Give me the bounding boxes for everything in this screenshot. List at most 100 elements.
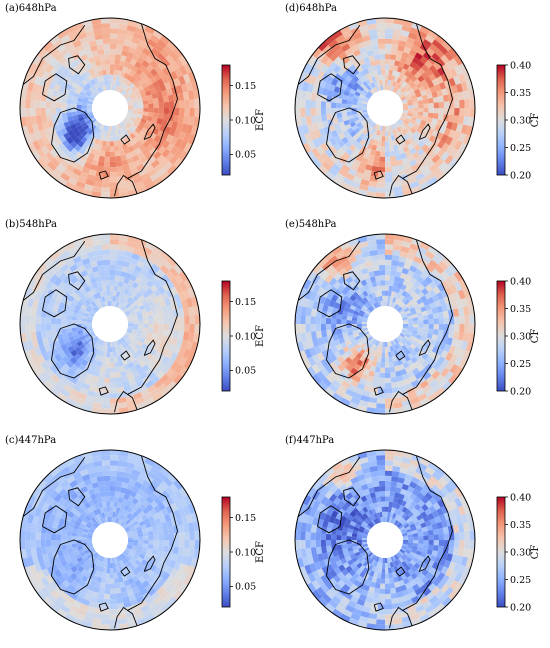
grid-cell	[132, 136, 140, 144]
grid-cell	[325, 48, 336, 59]
grid-cell	[431, 523, 438, 530]
grid-cell	[409, 180, 420, 189]
grid-cell	[153, 102, 159, 109]
grid-cell	[309, 75, 317, 85]
grid-cell	[182, 91, 190, 101]
grid-cell	[371, 65, 378, 72]
grid-cell	[129, 41, 139, 50]
grid-cell	[161, 58, 171, 68]
grid-cell	[178, 487, 189, 498]
grid-cell	[65, 125, 73, 133]
coastline	[127, 24, 178, 179]
grid-cell	[43, 295, 52, 305]
grid-cell	[134, 243, 145, 252]
grid-cell	[111, 125, 115, 132]
grid-cell	[359, 333, 365, 339]
grid-cell	[146, 280, 155, 288]
grid-cell	[454, 100, 460, 109]
grid-cell	[416, 330, 423, 336]
grid-cell	[103, 593, 110, 600]
grid-cell	[95, 82, 101, 88]
grid-cell	[57, 29, 68, 40]
grid-cell	[384, 171, 393, 178]
grid-cell	[384, 372, 391, 379]
grid-cell	[150, 500, 158, 509]
grid-cell	[337, 571, 345, 580]
grid-cell	[46, 260, 57, 271]
grid-cell	[63, 337, 71, 344]
grid-cell	[162, 67, 171, 76]
grid-cell	[366, 341, 372, 347]
grid-cell	[88, 339, 95, 346]
grid-cell	[127, 327, 133, 332]
map-boundary	[294, 17, 476, 199]
grid-cell	[43, 164, 54, 175]
grid-cell	[66, 136, 74, 145]
grid-cell	[100, 301, 105, 308]
grid-cell	[412, 533, 419, 538]
grid-cell	[85, 51, 94, 59]
grid-cell	[98, 502, 104, 509]
grid-cell	[53, 599, 64, 609]
grid-cell	[117, 129, 122, 135]
grid-cell	[75, 595, 84, 604]
grid-cell	[176, 84, 183, 94]
grid-cell	[40, 323, 47, 332]
grid-cell	[137, 326, 144, 332]
grid-cell	[363, 385, 372, 392]
grid-cell	[77, 140, 85, 148]
grid-cell	[397, 306, 403, 312]
grid-cell	[391, 476, 399, 483]
grid-cell	[158, 540, 164, 546]
grid-cell	[369, 521, 375, 527]
grid-cell	[94, 121, 100, 127]
grid-cell	[390, 481, 398, 488]
grid-cell	[399, 467, 409, 475]
grid-cell	[409, 343, 417, 350]
grid-cell	[87, 135, 94, 142]
grid-cell	[459, 99, 465, 109]
grid-cell	[399, 94, 406, 100]
grid-cell	[328, 493, 338, 503]
grid-cell	[378, 480, 386, 487]
grid-cell	[354, 119, 361, 125]
grid-cell	[360, 157, 369, 165]
grid-cell	[154, 555, 162, 563]
colorbar	[496, 64, 506, 176]
grid-cell	[413, 121, 421, 128]
grid-cell	[51, 291, 59, 300]
grid-cell	[32, 486, 42, 498]
grid-cell	[143, 339, 150, 346]
grid-cell	[172, 114, 180, 123]
grid-cell	[104, 583, 110, 589]
grid-cell	[324, 57, 334, 68]
grid-cell	[464, 315, 470, 325]
grid-cell	[110, 475, 117, 482]
grid-cell	[135, 133, 143, 141]
grid-cell	[445, 568, 454, 578]
grid-cell	[373, 86, 378, 93]
grid-cell	[66, 327, 73, 334]
grid-cell	[401, 567, 408, 574]
grid-cell	[110, 69, 115, 75]
grid-cell	[376, 244, 386, 250]
grid-cell	[147, 544, 154, 550]
grid-cell	[123, 277, 130, 285]
grid-cell	[438, 324, 445, 331]
grid-cell	[356, 346, 363, 353]
grid-cell	[127, 108, 134, 111]
grid-cell	[371, 554, 376, 561]
grid-cell	[427, 81, 435, 89]
grid-cell	[322, 520, 329, 528]
grid-cell	[57, 142, 67, 152]
grid-cell	[107, 300, 111, 307]
grid-cell	[341, 352, 349, 361]
grid-cell	[165, 270, 175, 281]
grid-cell	[393, 18, 404, 26]
grid-cell	[58, 555, 66, 562]
grid-cell	[109, 387, 118, 394]
grid-cell	[109, 171, 118, 178]
grid-cell	[364, 310, 371, 315]
grid-cell	[385, 43, 392, 50]
